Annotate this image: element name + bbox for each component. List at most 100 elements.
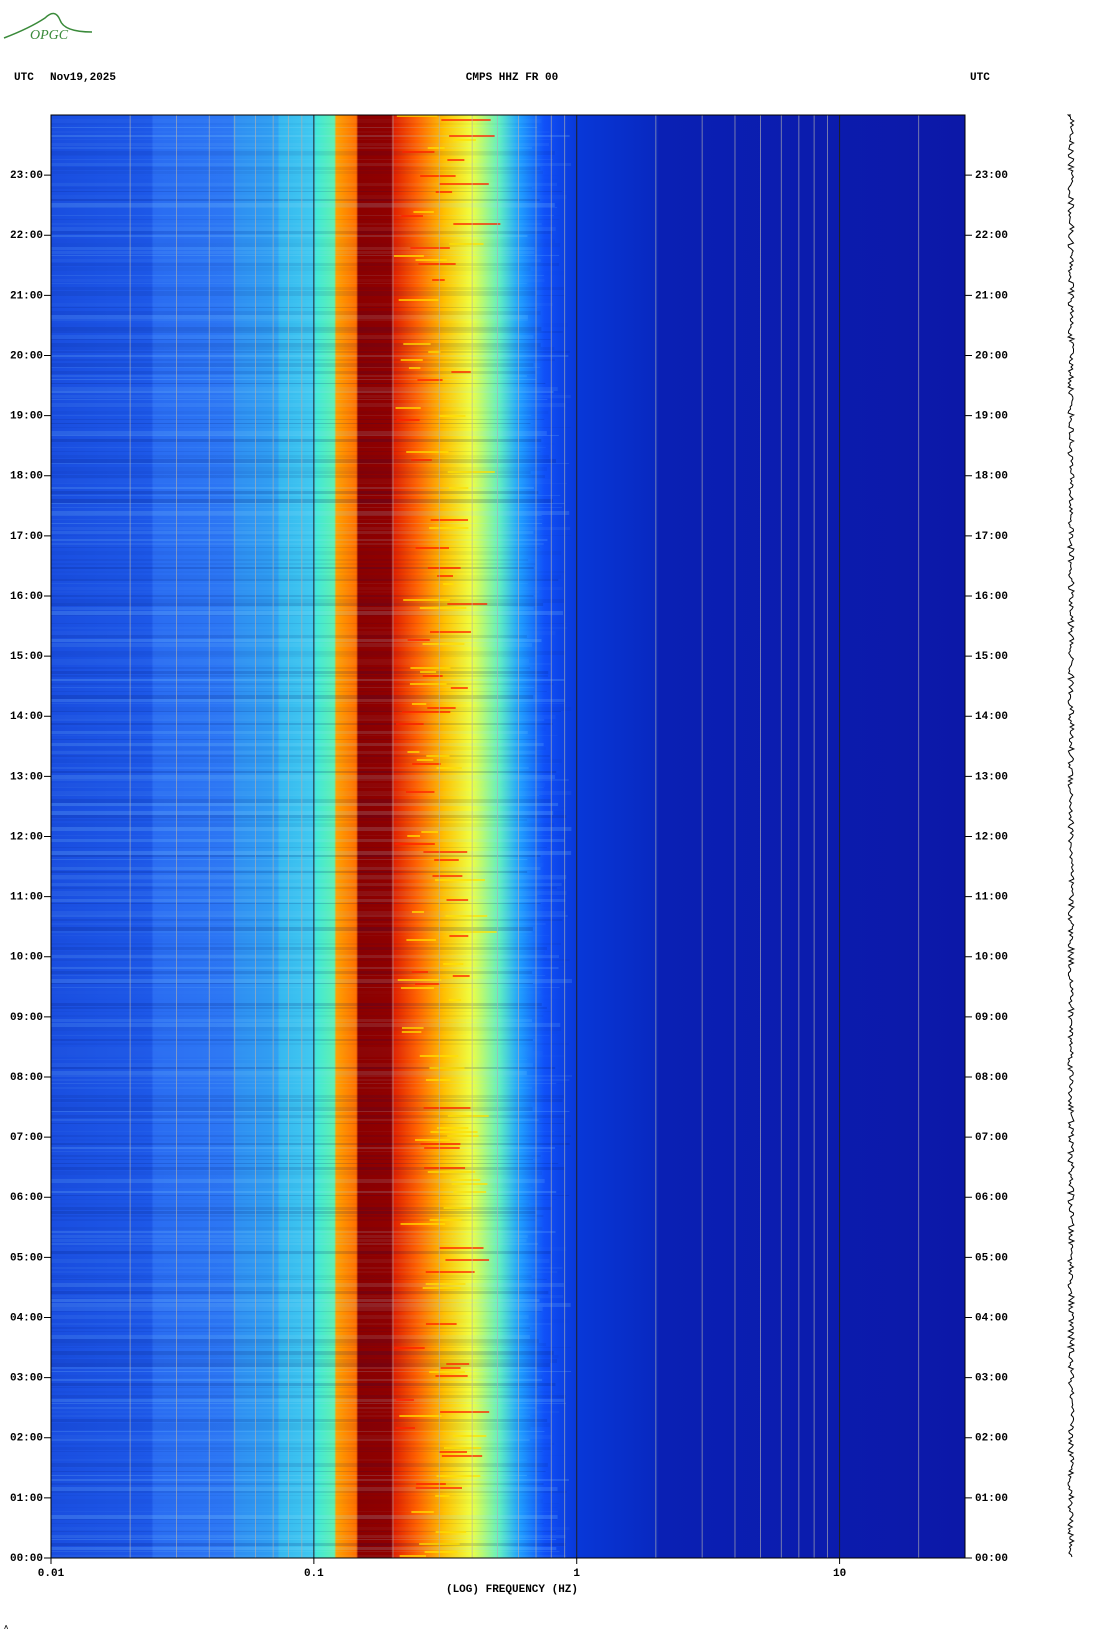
x-tick-label: 10 [833, 1568, 846, 1580]
texture-stripe [51, 203, 555, 207]
texture-stripe [51, 1311, 542, 1312]
texture-stripe [51, 131, 550, 133]
texture-stripe [51, 607, 534, 610]
texture-stripe [51, 995, 554, 997]
texture-stripe [51, 1011, 552, 1012]
texture-streak [401, 1027, 424, 1029]
texture-stripe [51, 1331, 538, 1332]
texture-stripe [51, 1439, 530, 1441]
texture-stripe [51, 315, 528, 319]
texture-streak [440, 1411, 490, 1413]
texture-stripe [51, 239, 555, 243]
texture-stripe [51, 895, 538, 896]
texture-stripe [51, 1003, 542, 1006]
texture-streak [447, 471, 495, 473]
texture-stripe [51, 1447, 552, 1450]
texture-stripe [51, 439, 542, 442]
texture-stripe [51, 127, 538, 128]
texture-stripe [51, 367, 541, 368]
texture-stripe [51, 1535, 566, 1538]
texture-streak [429, 1067, 465, 1069]
texture-stripe [51, 1107, 533, 1111]
texture-stripe [51, 455, 550, 458]
texture-stripe [51, 1067, 556, 1069]
texture-streak [440, 1367, 461, 1369]
texture-stripe [51, 215, 554, 216]
texture-stripe [51, 1231, 556, 1233]
texture-stripe [51, 247, 535, 250]
texture-stripe [51, 911, 566, 915]
texture-stripe [51, 1243, 539, 1245]
texture-stripe [51, 1027, 562, 1031]
texture-stripe [51, 503, 565, 504]
texture-stripe [51, 875, 567, 879]
texture-streak [427, 707, 456, 709]
texture-stripe [51, 475, 546, 478]
texture-stripe [51, 987, 560, 988]
texture-stripe [51, 843, 560, 844]
texture-stripe [51, 1071, 527, 1075]
texture-stripe [51, 275, 545, 276]
texture-streak [416, 1483, 446, 1485]
texture-streak [399, 1555, 426, 1557]
texture-stripe [51, 1543, 566, 1546]
texture-streak [409, 683, 447, 685]
x-tick-label: 1 [573, 1568, 580, 1580]
texture-stripe [51, 939, 529, 942]
texture-stripe [51, 999, 566, 1000]
texture-stripe [51, 1415, 531, 1417]
texture-stripe [51, 659, 530, 663]
texture-stripe [51, 1215, 544, 1217]
texture-stripe [51, 663, 551, 665]
texture-stripe [51, 1459, 527, 1461]
texture-streak [406, 451, 449, 453]
texture-streak [428, 351, 441, 353]
y-tick-label-left: 03:00 [10, 1373, 43, 1385]
texture-stripe [51, 1323, 552, 1325]
texture-stripe [51, 219, 560, 220]
texture-streak [423, 1107, 471, 1109]
texture-stripe [51, 451, 541, 452]
texture-stripe [51, 395, 571, 398]
texture-stripe [51, 1211, 536, 1214]
texture-stripe [51, 1135, 571, 1137]
texture-streak [445, 915, 488, 917]
texture-streak [429, 527, 469, 529]
texture-stripe [51, 1091, 534, 1092]
texture-stripe [51, 479, 552, 483]
texture-stripe [51, 1387, 538, 1388]
texture-stripe [51, 187, 532, 189]
y-tick-label-right: 02:00 [975, 1433, 1008, 1445]
texture-stripe [51, 1539, 557, 1540]
texture-stripe [51, 403, 566, 407]
texture-stripe [51, 931, 532, 933]
texture-stripe [51, 167, 541, 170]
texture-streak [439, 183, 489, 185]
texture-stripe [51, 319, 528, 321]
texture-stripe [51, 351, 570, 353]
texture-stripe [51, 1475, 527, 1476]
texture-stripe [51, 603, 544, 606]
y-tick-label-left: 17:00 [10, 531, 43, 543]
texture-streak [432, 279, 445, 281]
texture-stripe [51, 147, 533, 149]
x-tick-label: 0.01 [38, 1568, 65, 1580]
y-tick-label-left: 09:00 [10, 1012, 43, 1024]
texture-streak [425, 1283, 466, 1285]
texture-stripe [51, 1507, 558, 1508]
texture-stripe [51, 1403, 566, 1404]
texture-streak [439, 1247, 484, 1249]
texture-stripe [51, 423, 531, 424]
texture-stripe [51, 647, 559, 649]
texture-streak [425, 1079, 451, 1081]
texture-streak [448, 999, 462, 1001]
texture-stripe [51, 307, 537, 308]
texture-stripe [51, 223, 542, 225]
texture-stripe [51, 1267, 563, 1269]
texture-streak [435, 879, 485, 881]
texture-stripe [51, 559, 529, 561]
texture-stripe [51, 1355, 559, 1358]
texture-stripe [51, 887, 557, 889]
texture-stripe [51, 1371, 572, 1372]
texture-stripe [51, 739, 537, 740]
